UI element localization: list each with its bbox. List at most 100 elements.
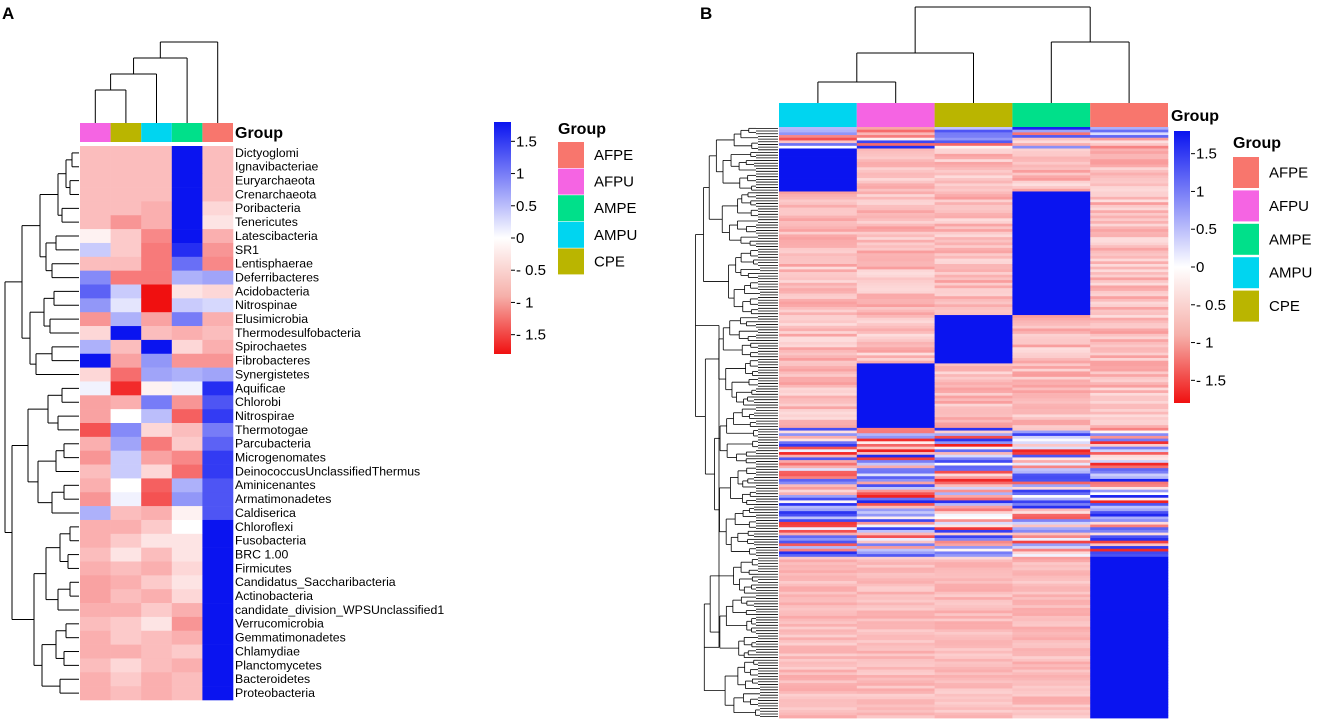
panel-b-cell [779, 672, 858, 676]
panel-b-cell [856, 379, 935, 383]
panel-b-cell [1012, 521, 1091, 525]
panel-b-cell [1090, 693, 1169, 697]
panel-b-cell [856, 642, 935, 646]
panel-b-cell [1090, 433, 1169, 437]
panel-a-cell [141, 464, 173, 479]
panel-b-cell [1090, 298, 1169, 303]
panel-a-cell [171, 478, 203, 493]
panel-b-cell [1090, 384, 1169, 388]
panel-b-cell [1090, 269, 1169, 273]
panel-b-cell [779, 562, 858, 566]
panel-b-cell [1012, 175, 1091, 179]
panel-b-cell [779, 301, 858, 305]
panel-b-cell [779, 272, 858, 276]
panel-a-cell [80, 658, 111, 673]
panel-b-cell [856, 242, 935, 246]
panel-a-cell [80, 464, 111, 479]
panel-b-cell [856, 167, 935, 171]
panel-a-cell [141, 630, 173, 645]
panel-b-cell [1012, 570, 1091, 574]
panel-b-cell [1012, 495, 1091, 499]
panel-b-cell [1090, 169, 1169, 174]
panel-b-cell [934, 199, 1013, 203]
panel-b-cell [1090, 301, 1169, 305]
panel-b-cell [779, 623, 858, 628]
panel-a-group-cell-ampe [171, 123, 203, 142]
panel-b-cell [934, 409, 1013, 413]
panel-b-cell [1012, 180, 1091, 184]
panel-b-cell [1090, 344, 1169, 348]
panel-b-cell [1012, 605, 1091, 609]
panel-b-cell [934, 202, 1013, 206]
panel-a-cell [110, 298, 142, 313]
panel-b-cell [934, 460, 1013, 464]
panel-b-cell [779, 320, 858, 324]
panel-b-cell [1090, 145, 1169, 149]
panel-b-cell [856, 309, 935, 313]
panel-b-cell [1090, 543, 1169, 547]
panel-b-cell [1090, 473, 1169, 477]
panel-a-cell [110, 423, 142, 438]
panel-a-cell [80, 187, 111, 202]
panel-b-cell [1012, 666, 1091, 671]
panel-b-cell [934, 564, 1013, 568]
panel-b-cell [856, 229, 935, 233]
panel-b-cell [856, 505, 935, 509]
panel-b-cell [779, 452, 858, 456]
panel-b-cell [856, 594, 935, 598]
panel-b-cell [1012, 202, 1091, 206]
panel-b-cell [779, 419, 858, 423]
panel-b-cell [1090, 664, 1169, 668]
panel-b-row-dendrogram [695, 127, 778, 718]
panel-a-row-label: Thermodesulfobacteria [235, 326, 361, 340]
panel-a-cell [202, 533, 234, 548]
panel-b-cell [1012, 417, 1091, 421]
panel-b-cell [1090, 696, 1169, 700]
panel-b-cell [856, 178, 935, 182]
panel-b-cell [934, 570, 1013, 574]
panel-b-cell [1090, 247, 1169, 251]
panel-b-cell [1012, 441, 1091, 445]
panel-b-cell [856, 212, 935, 217]
legend-label-ampu: AMPU [594, 227, 637, 244]
panel-b-cell [1090, 441, 1169, 445]
panel-b-cell [856, 339, 935, 343]
panel-b-cell [934, 132, 1013, 136]
panel-b-cell [779, 605, 858, 609]
panel-b-cell [1012, 352, 1091, 356]
panel-b-cell [779, 151, 858, 155]
panel-b-cell [1012, 290, 1091, 294]
panel-b-cell [1090, 683, 1169, 687]
panel-b-cell [856, 169, 935, 174]
panel-b-cell [1012, 640, 1091, 644]
panel-b-cell [1012, 519, 1091, 523]
panel-b-cell [856, 301, 935, 305]
panel-b-cell [779, 269, 858, 273]
panel-a-cell [80, 256, 111, 271]
panel-b-cell [856, 556, 935, 560]
panel-b-cell [1012, 422, 1091, 426]
panel-b-cell [856, 648, 935, 652]
panel-b-cell [779, 460, 858, 464]
panel-b-cell [934, 623, 1013, 628]
panel-b-cell [1012, 618, 1091, 622]
panel-b-cell [856, 183, 935, 187]
panel-a-cell [171, 561, 203, 576]
panel-b-cell [1090, 277, 1169, 281]
panel-b-cell [934, 282, 1013, 286]
panel-b-cell [934, 296, 1013, 300]
panel-b-cell [856, 414, 935, 418]
panel-b-cell [856, 392, 935, 397]
panel-a-cell [141, 450, 173, 465]
panel-b-cell [934, 572, 1013, 577]
panel-b-cell [856, 457, 935, 461]
panel-b-cell [1012, 664, 1091, 668]
panel-a-row-label: SR1 [235, 243, 259, 257]
panel-b-cell [779, 349, 858, 354]
panel-b-cell [934, 204, 1013, 208]
panel-b-cell [779, 242, 858, 246]
panel-b-cell [856, 425, 935, 429]
panel-b-cell [934, 661, 1013, 665]
panel-b-cell [1012, 129, 1091, 133]
panel-b-cell [934, 551, 1013, 555]
